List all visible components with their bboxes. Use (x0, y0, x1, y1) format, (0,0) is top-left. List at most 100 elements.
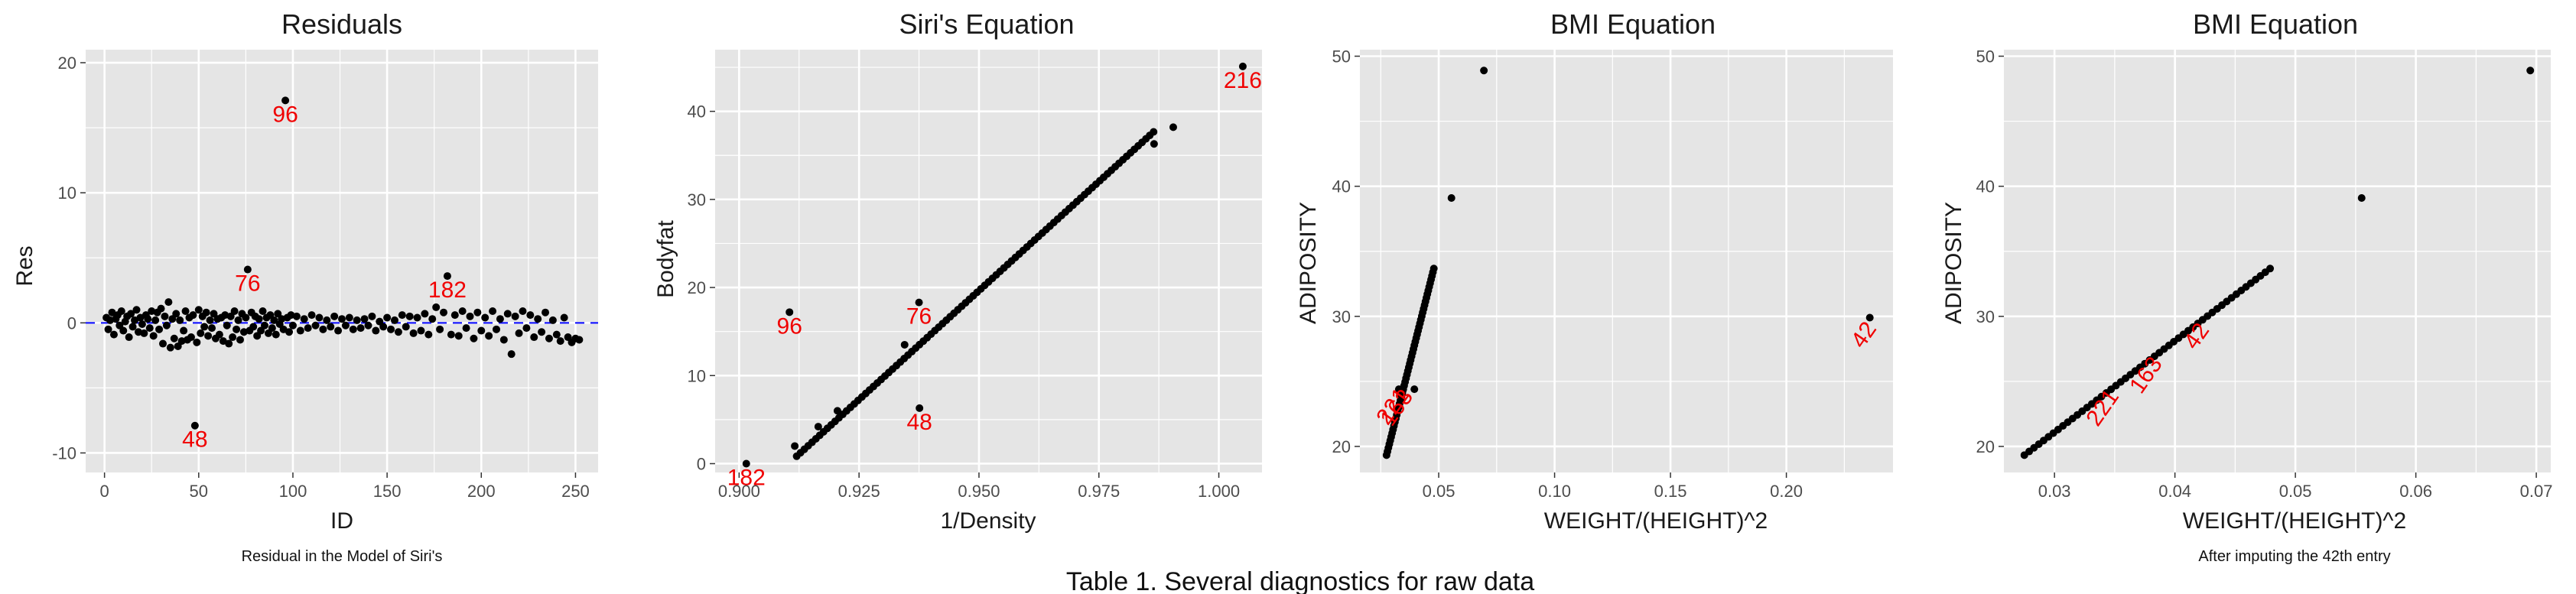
data-point (2266, 265, 2275, 273)
data-point (180, 326, 188, 335)
x-tick-label: 0.05 (1423, 482, 1456, 501)
data-point (307, 311, 316, 320)
data-point (311, 321, 320, 329)
data-point (104, 325, 112, 333)
data-point (259, 307, 267, 316)
data-point (470, 334, 478, 342)
point-label: 48 (906, 410, 932, 435)
data-point (138, 320, 146, 329)
y-axis-label: ADIPOSITY (1941, 202, 1966, 324)
data-point (249, 323, 258, 331)
x-tick-label: 0.05 (2279, 482, 2312, 501)
data-point (791, 442, 799, 450)
y-tick-label: 40 (1332, 177, 1351, 196)
chart-caption: After imputing the 42th entry (2198, 548, 2390, 565)
data-point (530, 333, 538, 342)
y-tick-label: 0 (67, 313, 76, 333)
data-point (473, 308, 482, 316)
data-point (462, 324, 470, 333)
data-point (341, 321, 350, 329)
data-point (225, 339, 233, 348)
x-tick-label: 0.03 (2038, 482, 2071, 501)
data-point (548, 316, 557, 324)
data-point (128, 323, 137, 331)
data-point (261, 321, 269, 329)
y-tick-label: 10 (688, 366, 706, 385)
data-point (742, 459, 750, 468)
panel-background (86, 50, 598, 472)
data-point (334, 326, 343, 335)
data-point (785, 308, 794, 316)
data-point (545, 334, 553, 342)
data-point (236, 336, 244, 344)
x-tick-label: 0.925 (838, 482, 880, 501)
data-point (409, 329, 418, 337)
point-label: 76 (235, 271, 260, 297)
data-point (515, 329, 523, 337)
data-point (1238, 62, 1247, 70)
data-point (315, 313, 324, 322)
data-point (272, 330, 280, 339)
point-label: 76 (906, 304, 932, 329)
data-point (1480, 67, 1488, 75)
data-point (190, 421, 199, 430)
data-point (164, 298, 173, 307)
data-point (127, 310, 135, 318)
y-tick-label: -10 (52, 443, 76, 463)
data-point (436, 325, 444, 333)
y-tick-label: 20 (1332, 437, 1351, 456)
y-tick-label: 10 (58, 183, 76, 203)
y-tick-label: 0 (697, 454, 706, 473)
x-axis-label: 1/Density (940, 508, 1036, 534)
data-point (157, 304, 165, 313)
data-point (233, 325, 241, 333)
data-point (477, 326, 486, 335)
data-point (292, 312, 301, 320)
data-point (916, 404, 924, 412)
point-label: 182 (727, 465, 766, 490)
x-tick-label: 0 (100, 482, 109, 501)
data-point (405, 312, 414, 320)
data-point (413, 313, 421, 322)
data-point (450, 311, 459, 320)
data-point (522, 324, 531, 333)
x-axis-label: WEIGHT/(HEIGHT)^2 (1544, 508, 1768, 534)
data-point (197, 329, 205, 337)
y-tick-label: 20 (688, 278, 706, 297)
plot-area: 0.900 0.925 0.950 0.975 1.000 0 10 20 30 40 216 96 7… (688, 50, 1262, 501)
data-point (538, 328, 546, 336)
data-point (268, 324, 276, 333)
siri-equation-chart: 0.900 0.925 0.950 0.975 1.000 0 10 20 30 40 216 96 7… (653, 8, 1262, 534)
data-point (1410, 385, 1419, 394)
data-point (458, 307, 467, 316)
data-point (1865, 313, 1874, 322)
data-point (492, 325, 500, 333)
data-point (496, 315, 504, 323)
data-point (1447, 193, 1456, 202)
data-point (172, 310, 181, 318)
data-point (2526, 67, 2535, 75)
figure-caption: Table 1. Several diagnostics for raw dat… (1066, 567, 1534, 594)
data-point (319, 325, 327, 333)
data-point (187, 333, 195, 342)
data-point (270, 316, 278, 324)
x-tick-label: 0.06 (2399, 482, 2432, 501)
panel-background (715, 50, 1262, 472)
data-point (542, 308, 550, 316)
data-point (379, 323, 388, 331)
chart-title: BMI Equation (1550, 8, 1716, 40)
data-point (296, 326, 304, 335)
chart-title: Siri's Equation (899, 8, 1075, 40)
data-point (158, 339, 167, 348)
y-tick-label: 20 (1976, 437, 1995, 456)
y-tick-label: 20 (58, 54, 76, 73)
data-point (132, 306, 141, 314)
data-point (2357, 193, 2366, 202)
x-axis-label: ID (330, 508, 353, 534)
data-point (161, 312, 169, 320)
data-point (575, 336, 584, 344)
data-point (140, 329, 148, 337)
data-point (466, 312, 474, 320)
point-label: 216 (1224, 68, 1262, 93)
data-point (833, 407, 841, 415)
